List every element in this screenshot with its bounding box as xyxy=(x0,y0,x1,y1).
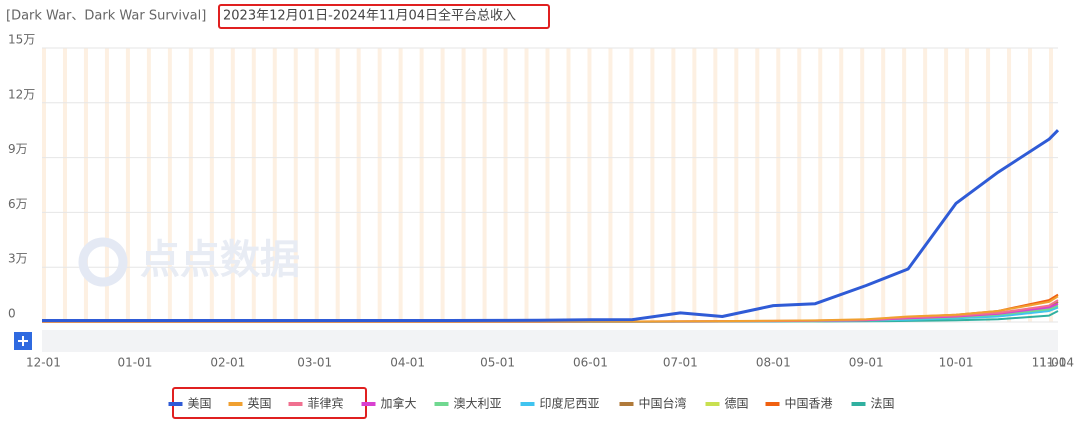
bg-stripe xyxy=(482,48,487,322)
bg-stripe xyxy=(440,48,445,322)
bg-stripe xyxy=(965,48,970,322)
bg-stripe xyxy=(923,48,928,322)
bg-stripe xyxy=(42,48,46,322)
legend-swatch xyxy=(434,402,449,406)
legend-label: 英国 xyxy=(248,397,272,411)
bg-stripe xyxy=(944,48,949,322)
bg-stripe xyxy=(629,48,634,322)
bg-stripe xyxy=(62,48,67,322)
x-tick-label: 11-01 xyxy=(1032,356,1067,370)
bg-stripe xyxy=(545,48,550,322)
x-tick-label: 10-01 xyxy=(939,356,974,370)
bg-stripe xyxy=(986,48,991,322)
y-tick-label: 15万 xyxy=(8,33,35,47)
legend-swatch xyxy=(228,402,243,406)
legend-swatch xyxy=(288,402,303,406)
watermark: 点点数据 xyxy=(140,237,300,283)
bg-stripe xyxy=(335,48,340,322)
bg-stripe xyxy=(230,48,235,322)
x-tick-label: 09-01 xyxy=(849,356,884,370)
legend-swatch xyxy=(361,402,376,406)
x-tick-label: 06-01 xyxy=(573,356,608,370)
legend-label: 菲律宾 xyxy=(308,396,344,411)
x-tick-label: 12-01 xyxy=(26,356,61,370)
bg-stripe xyxy=(104,48,109,322)
legend-label: 澳大利亚 xyxy=(454,397,502,411)
bg-stripe xyxy=(314,48,319,322)
bg-stripe xyxy=(692,48,697,322)
bg-stripe xyxy=(146,48,151,322)
bg-stripe xyxy=(377,48,382,322)
legend-swatch xyxy=(168,402,183,406)
bg-stripe xyxy=(776,48,781,322)
bg-stripe xyxy=(419,48,424,322)
bg-stripe xyxy=(293,48,298,322)
bg-stripe xyxy=(272,48,277,322)
bg-stripe xyxy=(398,48,403,322)
y-tick-label: 6万 xyxy=(8,197,28,211)
bg-stripe xyxy=(251,48,256,322)
legend-swatch xyxy=(851,402,866,406)
legend-label: 德国 xyxy=(725,396,749,411)
bg-stripe xyxy=(671,48,676,322)
x-tick-label: 02-01 xyxy=(210,356,245,370)
bg-stripe xyxy=(734,48,739,322)
legend-swatch xyxy=(619,402,634,406)
bg-stripe xyxy=(566,48,571,322)
legend-label: 中国香港 xyxy=(785,396,833,411)
x-tick-label: 03-01 xyxy=(297,356,332,370)
legend-swatch xyxy=(705,402,720,406)
legend-label: 印度尼西亚 xyxy=(540,396,600,411)
legend-swatch xyxy=(520,402,535,406)
highlight-box xyxy=(218,4,550,29)
bg-stripe xyxy=(755,48,760,322)
x-tick-label: 04-01 xyxy=(390,356,425,370)
bg-stripe xyxy=(608,48,613,322)
legend-swatch xyxy=(765,402,780,406)
bg-stripe xyxy=(83,48,88,322)
bg-stripe xyxy=(587,48,592,322)
bg-stripe xyxy=(125,48,130,322)
bg-stripe xyxy=(188,48,193,322)
legend-label: 加拿大 xyxy=(381,396,417,411)
bg-stripe xyxy=(167,48,172,322)
bg-stripe xyxy=(1007,48,1012,322)
y-tick-label: 3万 xyxy=(8,252,28,266)
legend-label: 法国 xyxy=(871,397,895,411)
bg-stripe xyxy=(650,48,655,322)
bg-stripe xyxy=(713,48,718,322)
x-tick-label: 01-01 xyxy=(117,356,152,370)
bg-stripe xyxy=(797,48,802,322)
y-tick-label: 0 xyxy=(8,307,16,321)
plus-icon xyxy=(18,336,28,346)
bg-stripe xyxy=(524,48,529,322)
bg-stripe xyxy=(209,48,214,322)
bg-stripe xyxy=(1028,48,1033,322)
legend-label: 美国 xyxy=(188,397,212,411)
legend-label: 中国台湾 xyxy=(639,396,687,411)
y-tick-label: 12万 xyxy=(8,87,35,101)
watermark-logo xyxy=(78,237,128,287)
bg-stripe xyxy=(818,48,823,322)
chart-title: [Dark War、Dark War Survival] xyxy=(6,9,206,24)
x-tick-label: 08-01 xyxy=(756,356,791,370)
bg-stripe xyxy=(902,48,907,322)
y-tick-label: 9万 xyxy=(8,142,28,156)
x-tick-label: 11-04 xyxy=(1039,356,1074,370)
series-line xyxy=(42,129,1060,322)
chart-subtitle: 2023年12月01日-2024年11月04日全平台总收入 xyxy=(223,8,516,24)
bg-stripe xyxy=(881,48,886,322)
bg-stripe xyxy=(461,48,466,322)
bg-stripe xyxy=(839,48,844,322)
bg-stripe xyxy=(503,48,508,322)
x-tick-label: 05-01 xyxy=(480,356,515,370)
scroll-track xyxy=(42,330,1058,352)
bg-stripe xyxy=(1049,48,1054,322)
bg-stripe xyxy=(356,48,361,322)
bg-stripe xyxy=(860,48,865,322)
x-tick-label: 07-01 xyxy=(663,356,698,370)
